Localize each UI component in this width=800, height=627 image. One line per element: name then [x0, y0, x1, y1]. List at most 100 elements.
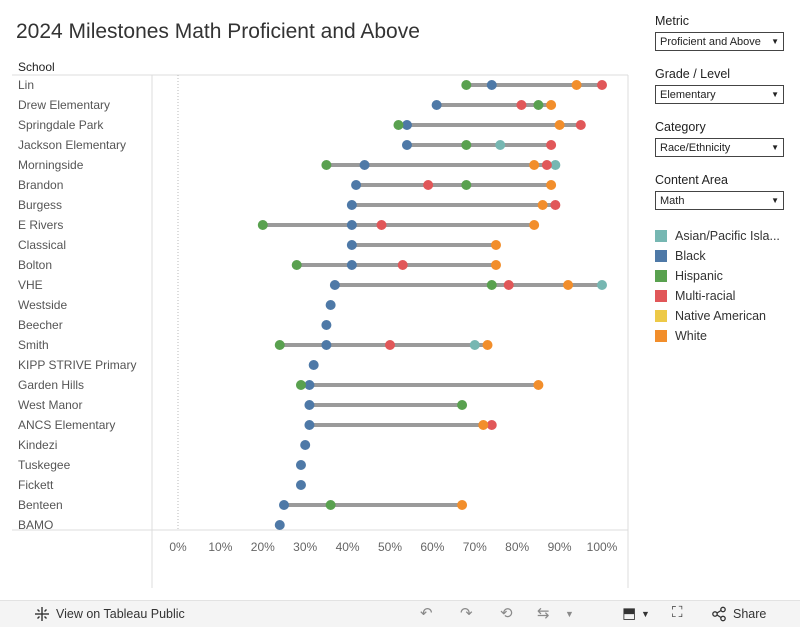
view-on-tableau-link[interactable]: View on Tableau Public — [34, 606, 185, 622]
download-icon[interactable]: ⬒ — [622, 605, 637, 622]
legend-item[interactable]: Multi-racial — [655, 286, 795, 306]
school-label: Brandon — [18, 178, 63, 192]
school-label: Morningside — [18, 158, 84, 172]
school-label: Springdale Park — [18, 118, 104, 132]
x-tick-label: 20% — [251, 540, 275, 554]
legend-label: Multi-racial — [675, 289, 736, 303]
data-point — [304, 400, 315, 410]
chevron-down-icon[interactable]: ▼ — [565, 609, 574, 619]
fullscreen-icon[interactable]: ⛶ — [672, 604, 683, 621]
undo-icon[interactable]: ↶ — [420, 605, 433, 622]
share-icon — [712, 606, 726, 622]
filter-content-area: Content Area Math ▼ — [655, 173, 795, 210]
data-point — [537, 200, 548, 210]
content-area-dropdown[interactable]: Math ▼ — [655, 191, 784, 210]
school-row: Springdale Park — [18, 118, 586, 132]
school-label: Westside — [18, 298, 67, 312]
school-label: E Rivers — [18, 218, 63, 232]
data-point — [546, 140, 557, 150]
legend-swatch — [655, 290, 667, 302]
data-point — [457, 400, 468, 410]
data-point — [274, 340, 285, 350]
data-point — [300, 440, 311, 450]
data-point — [461, 180, 472, 190]
school-row: Morningside — [18, 158, 561, 172]
school-row: E Rivers — [18, 218, 540, 232]
legend-swatch — [655, 230, 667, 242]
school-row: Kindezi — [18, 438, 311, 452]
school-label: Garden Hills — [18, 378, 84, 392]
share-button[interactable]: Share — [711, 606, 766, 622]
data-point — [486, 280, 497, 290]
data-point — [597, 80, 607, 90]
school-row: ANCS Elementary — [18, 418, 497, 432]
school-row: Tuskegee — [18, 458, 306, 472]
tableau-logo-icon — [35, 607, 49, 621]
data-point — [304, 380, 315, 390]
school-row: VHE — [18, 278, 607, 292]
legend-item[interactable]: Hispanic — [655, 266, 795, 286]
legend-swatch — [655, 250, 667, 262]
school-label: Drew Elementary — [18, 98, 110, 112]
data-point — [346, 240, 357, 250]
redo-icon[interactable]: ↷ — [460, 605, 473, 622]
school-row: Fickett — [18, 478, 306, 492]
data-point — [486, 420, 497, 430]
category-dropdown[interactable]: Race/Ethnicity ▼ — [655, 138, 784, 157]
x-tick-label: 40% — [336, 540, 360, 554]
data-point — [385, 340, 395, 350]
x-tick-label: 10% — [208, 540, 232, 554]
legend-item[interactable]: White — [655, 326, 795, 346]
data-point — [461, 80, 472, 90]
school-label: Beecher — [18, 318, 63, 332]
legend-item[interactable]: Black — [655, 246, 795, 266]
school-row: Garden Hills — [18, 378, 544, 392]
school-row: Benteen — [18, 498, 468, 512]
data-point — [359, 160, 370, 170]
data-point — [478, 420, 489, 430]
data-point — [563, 280, 574, 290]
x-tick-label: 80% — [505, 540, 529, 554]
data-point — [575, 120, 586, 130]
data-point — [550, 200, 561, 210]
grade-level-dropdown[interactable]: Elementary ▼ — [655, 85, 784, 104]
data-point — [482, 340, 493, 350]
chart-title: 2024 Milestones Math Proficient and Abov… — [16, 20, 420, 43]
school-label: ANCS Elementary — [18, 418, 115, 432]
data-point — [321, 320, 332, 330]
data-point — [346, 200, 357, 210]
data-point — [597, 280, 607, 290]
school-row: West Manor — [18, 398, 468, 412]
data-point — [401, 140, 412, 150]
school-label: Bolton — [18, 258, 52, 272]
school-label: Kindezi — [18, 438, 57, 452]
filter-label: Metric — [655, 14, 690, 28]
data-point — [346, 260, 357, 270]
school-label: Fickett — [18, 478, 54, 492]
legend-item[interactable]: Native American — [655, 306, 795, 326]
school-label: KIPP STRIVE Primary — [18, 358, 136, 372]
data-point — [351, 180, 362, 190]
legend-item[interactable]: Asian/Pacific Isla... — [655, 226, 795, 246]
data-point — [546, 100, 557, 110]
dropdown-value: Math — [660, 194, 685, 207]
data-point — [495, 140, 506, 150]
data-point — [325, 500, 336, 510]
metric-dropdown[interactable]: Proficient and Above ▼ — [655, 32, 784, 51]
dot-range-chart: School Lin Drew Elementary Springdale Park… — [12, 60, 629, 588]
school-row: Bolton — [18, 258, 501, 272]
x-tick-label: 0% — [169, 540, 187, 554]
data-point — [279, 500, 289, 510]
school-row: Westside — [18, 298, 336, 312]
filter-label: Category — [655, 120, 706, 134]
school-label: Classical — [18, 238, 66, 252]
school-label: Smith — [18, 338, 49, 352]
school-row: Brandon — [18, 178, 557, 192]
chevron-down-icon[interactable]: ▼ — [641, 609, 650, 619]
data-point — [274, 520, 285, 530]
revert-icon[interactable]: ⟲ — [500, 605, 513, 622]
refresh-icon[interactable]: ⇆ — [537, 605, 550, 622]
data-point — [491, 240, 501, 250]
data-point — [516, 100, 527, 110]
data-point — [486, 80, 497, 90]
